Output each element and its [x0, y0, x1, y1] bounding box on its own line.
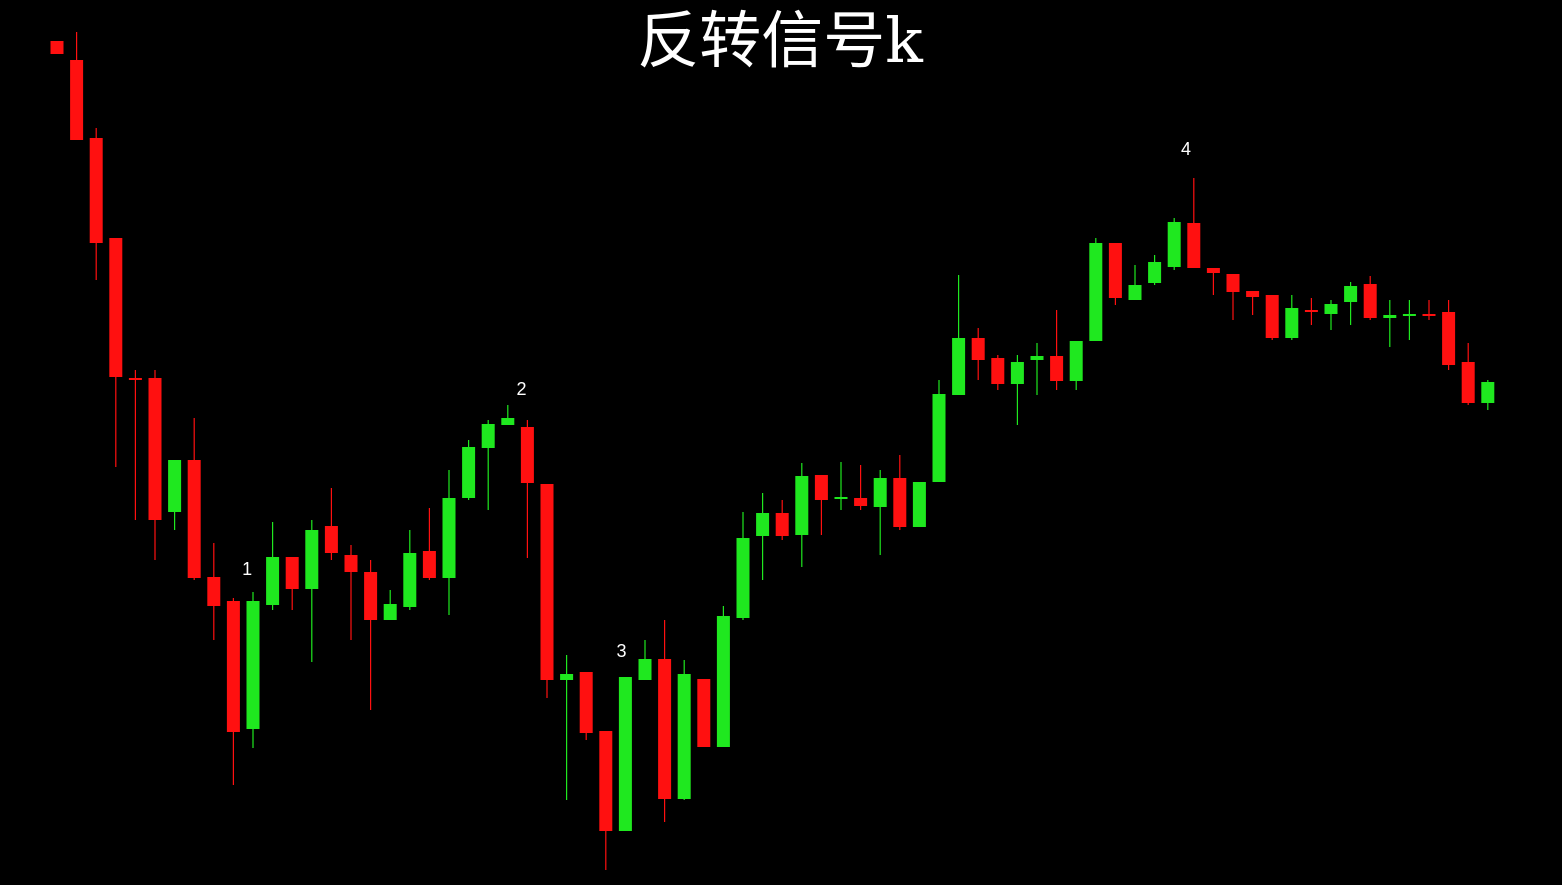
candle-body — [736, 538, 750, 618]
candle-body — [991, 358, 1005, 384]
candle-body — [109, 238, 123, 377]
candle-body — [383, 604, 397, 620]
candle-body — [1363, 284, 1377, 318]
candle-body — [1442, 312, 1456, 365]
candle-body — [285, 557, 299, 589]
candle-body — [540, 484, 554, 680]
candle-body — [1481, 382, 1495, 403]
candle-body — [1128, 285, 1142, 300]
candle-body — [344, 555, 358, 572]
candle-body — [207, 577, 221, 606]
annotation: 1 — [242, 559, 252, 579]
candle-body — [1187, 223, 1201, 268]
candle-body — [834, 497, 848, 499]
candle-body — [1108, 243, 1122, 298]
candle-body — [1246, 291, 1260, 297]
candle-body — [1324, 304, 1338, 314]
candle-body — [912, 482, 926, 527]
candle-body — [1265, 295, 1279, 338]
candle-body — [50, 41, 64, 54]
candle-body — [560, 674, 574, 680]
candle-body — [187, 460, 201, 578]
candle-body — [1226, 274, 1240, 292]
candle-body — [932, 394, 946, 482]
candle-body — [1304, 310, 1318, 312]
candle-body — [70, 60, 84, 140]
candle-body — [1010, 362, 1024, 384]
candle-body — [305, 530, 319, 589]
candle-body — [168, 460, 182, 512]
candle-body — [814, 475, 828, 500]
candle-body — [579, 672, 593, 733]
annotation: 3 — [616, 641, 626, 661]
candle-body — [148, 378, 162, 520]
candle-body — [873, 478, 887, 507]
candle-body — [324, 526, 338, 553]
candle-body — [775, 513, 789, 536]
candle-body — [1422, 314, 1436, 316]
candle-body — [1148, 262, 1162, 283]
candle-body — [481, 424, 495, 448]
candle-body — [246, 601, 260, 729]
candle-body — [364, 572, 378, 620]
candle-body — [501, 418, 515, 425]
candle-body — [658, 659, 672, 799]
candle-body — [599, 731, 613, 831]
candle-body — [1030, 356, 1044, 360]
candle-body — [893, 478, 907, 527]
candle-body — [1344, 286, 1358, 302]
candle-body — [952, 338, 966, 395]
annotation: 4 — [1181, 139, 1191, 159]
candle-body — [1050, 356, 1064, 381]
annotation: 2 — [517, 379, 527, 399]
candle-body — [89, 138, 103, 243]
chart-title: 反转信号k — [637, 4, 923, 77]
candle-body — [520, 427, 534, 483]
candle-body — [677, 674, 691, 799]
candle-body — [1089, 243, 1103, 341]
candle-body — [128, 378, 142, 380]
candle-body — [638, 659, 652, 680]
candle-body — [1206, 268, 1220, 273]
candle-body — [442, 498, 456, 578]
candle-body — [854, 498, 868, 506]
candle-body — [716, 616, 730, 747]
candle-body — [462, 447, 476, 498]
candle-body — [1383, 315, 1397, 318]
candle-body — [403, 553, 417, 607]
candle-body — [1461, 362, 1475, 403]
candle-body — [1167, 222, 1181, 267]
candle-body — [618, 677, 632, 831]
candle-body — [697, 679, 711, 747]
candle-body — [1402, 314, 1416, 316]
candle-body — [1069, 341, 1083, 381]
candle-body — [795, 476, 809, 535]
candle-body — [756, 513, 770, 536]
candle-body — [1285, 308, 1299, 338]
candle-body — [971, 338, 985, 360]
candle-body — [226, 601, 240, 732]
candle-body — [422, 551, 436, 578]
candle-body — [266, 557, 280, 605]
